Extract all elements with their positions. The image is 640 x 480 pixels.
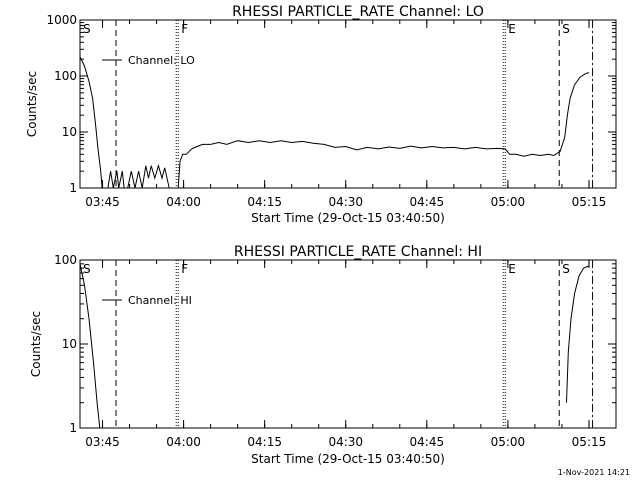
x-axis-label: Start Time (29-Oct-15 03:40:50) — [251, 452, 445, 466]
y-tick-label: 1 — [69, 421, 77, 435]
x-tick-label: 04:15 — [247, 195, 282, 209]
x-tick-label: 05:15 — [572, 435, 607, 449]
y-tick-label: 100 — [54, 253, 77, 267]
event-marker-label: F — [181, 22, 188, 36]
event-marker-label: S — [562, 22, 570, 36]
y-tick-label: 1000 — [46, 13, 77, 27]
chart-panel-1: RHESSI PARTICLE_RATE Channel: LO 03:45 04:… — [25, 4, 617, 225]
y-tick-label: 100 — [54, 69, 77, 83]
data-series-line-2 — [566, 265, 590, 403]
event-marker-label: E — [508, 262, 516, 276]
y-tick-label: 1 — [69, 181, 77, 195]
chart-panel-2: RHESSI PARTICLE_RATE Channel: HI 03:45 04:… — [29, 244, 617, 466]
x-tick-label: 05:00 — [491, 195, 526, 209]
x-tick-label: 04:45 — [410, 195, 445, 209]
legend-label: Channel: LO — [128, 54, 195, 67]
event-marker-label: S — [562, 262, 570, 276]
x-tick-label: 05:15 — [572, 195, 607, 209]
x-tick-label: 04:00 — [166, 195, 201, 209]
x-tick-label: 05:00 — [491, 435, 526, 449]
legend-label: Channel: HI — [128, 294, 192, 307]
x-tick-label: 04:00 — [166, 435, 201, 449]
chart-title: RHESSI PARTICLE_RATE Channel: HI — [234, 244, 482, 260]
x-tick-label: 03:45 — [85, 435, 120, 449]
event-marker-label: E — [508, 22, 516, 36]
data-series-line-1 — [79, 56, 590, 189]
data-series-line-1 — [79, 263, 101, 429]
y-tick-label: 10 — [62, 125, 77, 139]
y-axis-label: Counts/sec — [25, 71, 39, 137]
y-axis-label: Counts/sec — [29, 311, 43, 377]
footer-timestamp: 1-Nov-2021 14:21 — [558, 468, 630, 477]
x-tick-label: 03:45 — [85, 195, 120, 209]
y-tick-label: 10 — [62, 337, 77, 351]
x-tick-label: 04:45 — [410, 435, 445, 449]
event-marker-label: S — [83, 22, 91, 36]
x-tick-label: 04:30 — [328, 195, 363, 209]
event-marker-label: F — [181, 262, 188, 276]
x-axis-label: Start Time (29-Oct-15 03:40:50) — [251, 211, 445, 225]
chart-title: RHESSI PARTICLE_RATE Channel: LO — [232, 4, 484, 20]
x-tick-label: 04:15 — [247, 435, 282, 449]
x-tick-label: 04:30 — [328, 435, 363, 449]
event-marker-label: S — [83, 262, 91, 276]
